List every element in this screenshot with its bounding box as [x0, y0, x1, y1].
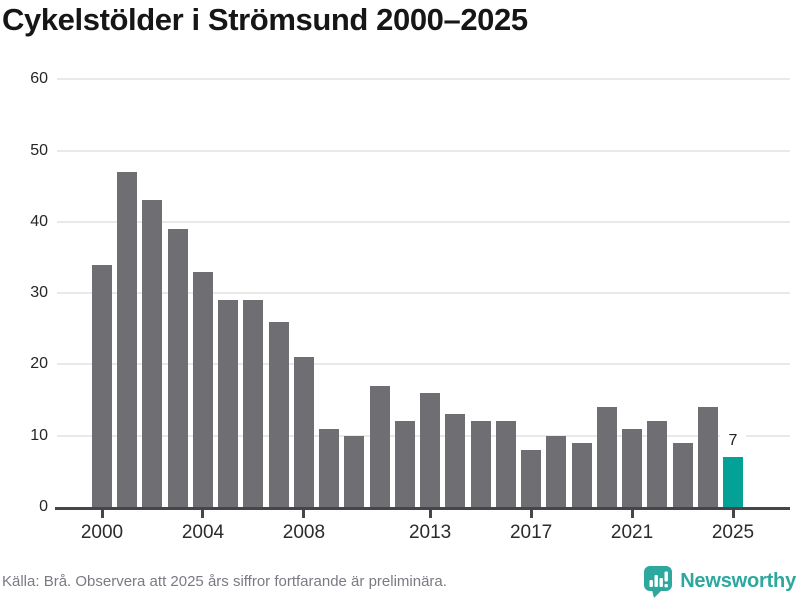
bar-2005 — [218, 300, 239, 507]
gridline-y-20 — [57, 363, 790, 366]
bar-2002 — [142, 200, 163, 507]
chart-title: Cykelstölder i Strömsund 2000–2025 — [2, 2, 528, 37]
x-axis-tick-2025 — [731, 510, 735, 518]
bar-2024 — [697, 407, 718, 507]
brand-logo: Newsworthy — [643, 565, 798, 598]
bar-2012 — [394, 421, 415, 507]
y-axis-label-0: 0 — [39, 498, 48, 515]
y-axis-label-10: 10 — [30, 426, 48, 444]
x-axis-label-2013: 2013 — [408, 522, 452, 543]
bar-2022 — [647, 421, 668, 507]
source-note: Källa: Brå. Observera att 2025 års siffr… — [2, 573, 447, 590]
bar-2023 — [672, 442, 693, 507]
x-axis-label-2021: 2021 — [610, 522, 654, 543]
bar-2025 — [723, 457, 743, 507]
gridline-y-50 — [57, 149, 790, 152]
x-axis-label-2000: 2000 — [80, 522, 124, 543]
bar-2010 — [344, 435, 365, 507]
bar-2008 — [293, 357, 314, 507]
y-axis-label-40: 40 — [30, 212, 48, 230]
bar-2000 — [92, 264, 112, 507]
bar-2009 — [319, 428, 340, 507]
bar-2004 — [192, 271, 213, 507]
y-axis-label-50: 50 — [30, 141, 48, 159]
bar-2001 — [117, 171, 138, 507]
x-axis-tick-2000 — [100, 510, 104, 518]
chart-footer: Källa: Brå. Observera att 2025 års siffr… — [0, 563, 800, 600]
x-axis-tick-2013 — [428, 510, 432, 518]
bar-2015 — [470, 421, 491, 507]
bar-2014 — [445, 414, 466, 507]
x-axis-label-2017: 2017 — [509, 522, 553, 543]
bar-2018 — [546, 435, 567, 507]
x-axis-tick-2021 — [630, 510, 634, 518]
highlighted-bar-value: 7 — [720, 431, 746, 452]
bar-2021 — [622, 428, 643, 507]
bar-2007 — [268, 321, 289, 507]
y-axis-label-30: 30 — [30, 284, 48, 302]
x-axis-label-2008: 2008 — [282, 522, 326, 543]
x-axis-line — [55, 507, 790, 510]
bar-2013 — [420, 392, 441, 507]
gridline-y-30 — [57, 292, 790, 295]
x-axis-tick-2004 — [201, 510, 205, 518]
bar-2011 — [369, 385, 390, 507]
x-axis-label-2004: 2004 — [181, 522, 225, 543]
bar-2006 — [243, 300, 264, 507]
gridline-y-60 — [57, 78, 790, 81]
x-axis-tick-2008 — [302, 510, 306, 518]
y-axis-label-60: 60 — [30, 70, 48, 88]
bar-2003 — [167, 228, 188, 507]
bar-2016 — [495, 421, 516, 507]
x-axis-tick-2017 — [529, 510, 533, 518]
x-axis-label-2025: 2025 — [711, 522, 755, 543]
bar-2019 — [571, 442, 592, 507]
y-axis-label-20: 20 — [30, 355, 48, 373]
brand-name: Newsworthy — [680, 570, 796, 592]
gridline-y-40 — [57, 220, 790, 223]
newsworthy-icon — [644, 566, 673, 598]
bar-2017 — [521, 449, 542, 507]
bar-2020 — [596, 407, 617, 507]
bar-chart: 0 10 20 30 40 50 60 7 2000 2004 2008 2013 2017 2021 20… — [30, 70, 790, 543]
